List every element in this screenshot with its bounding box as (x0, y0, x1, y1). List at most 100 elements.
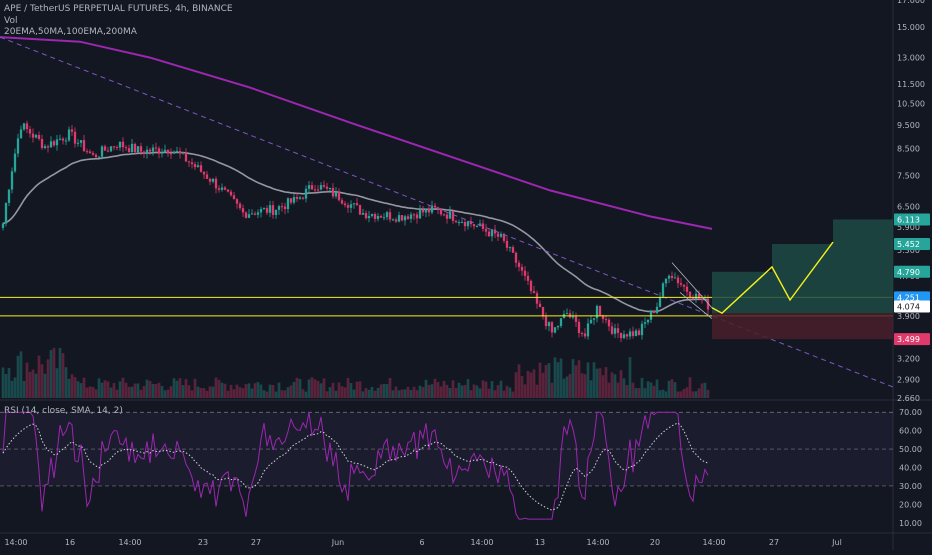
volume-bar (340, 386, 344, 398)
volume-bar (424, 379, 428, 398)
volume-bar (676, 391, 680, 398)
volume-bar (112, 383, 116, 398)
volume-bar (412, 386, 416, 398)
volume-bar (295, 377, 299, 398)
volume-bar (91, 386, 95, 398)
candle-body (43, 146, 47, 149)
volume-bar (604, 367, 608, 398)
candle-body (52, 141, 56, 146)
volume-bar (595, 368, 599, 398)
time-tick-label: 14:00 (118, 538, 141, 547)
candle-body (442, 214, 446, 216)
candle-body (343, 203, 347, 206)
candle-body (148, 149, 152, 152)
volume-bar (19, 351, 23, 398)
volume-bar (139, 389, 143, 398)
candle-body (514, 252, 518, 263)
candle-body (475, 225, 479, 227)
time-tick-label: 16 (65, 538, 75, 547)
candle-body (496, 233, 500, 237)
candle-body (358, 205, 362, 215)
volume-bar (157, 382, 161, 398)
price-badge-label: 4.251 (897, 293, 920, 302)
candle-body (580, 333, 584, 335)
candle-body (283, 206, 287, 210)
volume-bar (385, 383, 389, 398)
candle-body (559, 318, 563, 327)
volume-bar (49, 350, 53, 398)
volume-bar (211, 386, 215, 398)
candle-body (211, 178, 215, 182)
candle-body (1, 223, 5, 228)
volume-bar (244, 384, 248, 398)
candle-body (679, 283, 683, 285)
candle-body (421, 209, 425, 213)
volume-bar (133, 383, 137, 398)
volume-bar (547, 363, 551, 398)
price-tick-label: 11.500 (897, 80, 925, 89)
candle-body (700, 299, 704, 301)
candle-body (610, 326, 614, 334)
volume-bar (487, 388, 491, 398)
volume-bar (121, 377, 125, 398)
candle-body (109, 146, 113, 152)
candle-body (229, 191, 233, 196)
candle-body (124, 147, 128, 149)
candle-body (334, 191, 338, 197)
volume-bar (265, 391, 269, 398)
candle-body (706, 298, 710, 310)
volume-bar (214, 377, 218, 398)
candle-body (112, 146, 116, 148)
rsi-legend: RSI (14, close, SMA, 14, 2) (4, 406, 123, 416)
volume-bar (634, 388, 638, 398)
candle-body (55, 139, 59, 146)
volume-bar (34, 373, 38, 398)
volume-bar (94, 389, 98, 398)
volume-bar (313, 379, 317, 398)
price-tick-label: 5.900 (897, 223, 920, 232)
volume-bar (370, 386, 374, 398)
rsi-tick-label: 60.00 (899, 427, 922, 436)
volume-bar (418, 385, 422, 398)
volume-bar (505, 385, 509, 398)
volume-bar (349, 383, 353, 398)
volume-bar (445, 384, 449, 398)
time-tick-label: 14:00 (470, 538, 493, 547)
volume-bar (514, 372, 518, 398)
volume-bar (415, 390, 419, 398)
candle-body (166, 149, 170, 154)
candle-body (697, 293, 701, 300)
candle-body (634, 330, 638, 336)
candle-body (274, 209, 278, 215)
candle-body (259, 208, 263, 213)
candle-body (454, 220, 458, 223)
volume-bar (646, 381, 650, 398)
price-badge (894, 333, 930, 346)
candle-body (58, 138, 62, 140)
volume-bar (208, 386, 212, 398)
volume-bar (541, 372, 545, 398)
volume-bar (478, 388, 482, 398)
time-tick-label: 13 (535, 538, 545, 547)
candle-body (196, 165, 200, 168)
candle-body (589, 319, 593, 324)
candle-body (118, 141, 122, 148)
volume-bar (451, 380, 455, 398)
volume-bar (262, 390, 266, 398)
candle-body (175, 151, 179, 153)
volume-bar (625, 385, 629, 398)
volume-bar (529, 372, 533, 398)
price-badge-label: 4.790 (897, 268, 920, 277)
candle-body (502, 233, 506, 241)
rsi-line (2, 411, 709, 520)
candle-body (685, 286, 689, 292)
volume-bar (673, 382, 677, 398)
candle-body (208, 178, 212, 182)
candle-body (385, 212, 389, 218)
candle-body (601, 315, 605, 320)
candle-body (490, 229, 494, 237)
rsi-tick-label: 20.00 (899, 500, 922, 509)
candle-body (16, 138, 20, 154)
